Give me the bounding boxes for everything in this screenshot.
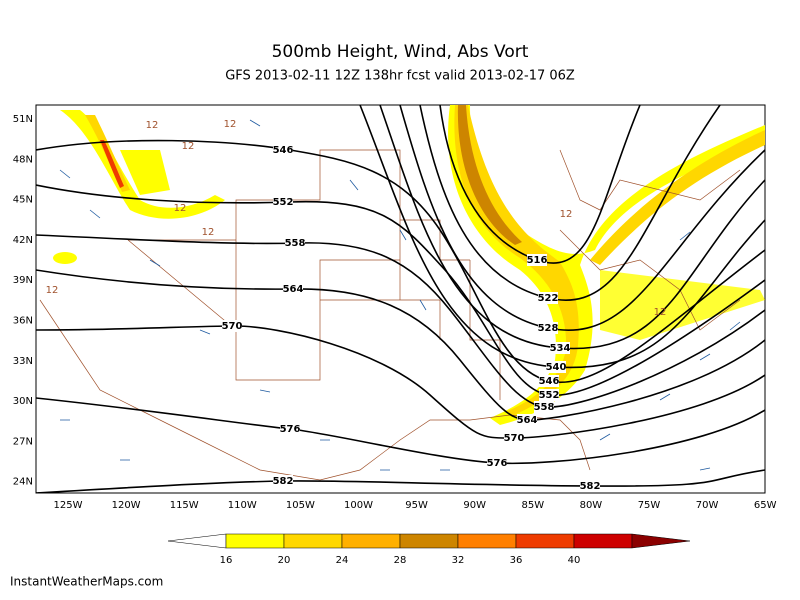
lon-label: 125W xyxy=(54,500,83,511)
colorbar-segment xyxy=(283,533,343,549)
contour-label: 570 xyxy=(504,433,525,444)
vorticity-label: 12 xyxy=(560,209,573,220)
contour-label-bg xyxy=(487,457,507,469)
contour-label-bg xyxy=(222,320,242,332)
lat-label: 39N xyxy=(13,275,33,286)
lon-label: 100W xyxy=(344,500,373,511)
contour-label: 558 xyxy=(534,402,555,413)
vorticity-label: 12 xyxy=(224,119,237,130)
lat-label: 51N xyxy=(13,114,33,125)
colorbar: 16 20 24 28 32 36 40 xyxy=(167,533,691,566)
contour-label-bg xyxy=(273,144,293,156)
vorticity-label: 12 xyxy=(182,141,195,152)
lat-label: 42N xyxy=(13,235,33,246)
colorbar-segment xyxy=(341,533,401,549)
lon-label: 110W xyxy=(228,500,257,511)
vorticity-label: 12 xyxy=(46,285,59,296)
title: 500mb Height, Wind, Abs Vort xyxy=(272,42,529,62)
lon-label: 115W xyxy=(170,500,199,511)
colorbar-segment xyxy=(167,533,227,549)
lon-label: 105W xyxy=(286,500,315,511)
colorbar-label: 32 xyxy=(452,555,465,566)
contour-label-bg xyxy=(517,414,537,426)
contour-label: 516 xyxy=(527,255,548,266)
lat-label: 45N xyxy=(13,195,33,206)
contour-label: 564 xyxy=(283,284,304,295)
contour-label: 540 xyxy=(546,362,567,373)
lat-label: 36N xyxy=(13,316,33,327)
lon-label: 70W xyxy=(696,500,719,511)
contour-label-bg xyxy=(280,423,300,435)
vorticity-label: 12 xyxy=(174,203,187,214)
contour-label: 552 xyxy=(273,197,294,208)
contour-label-bg xyxy=(504,432,524,444)
axis-labels: 51N 48N 45N 42N 39N 36N 33N 30N 27N 24N 125W 120W 11… xyxy=(13,114,777,511)
contour-label-bg xyxy=(273,475,293,487)
contour-label-bg xyxy=(580,480,600,492)
lat-label: 27N xyxy=(13,436,33,447)
colorbar-label: 20 xyxy=(278,555,291,566)
lon-label: 95W xyxy=(405,500,428,511)
lon-label: 90W xyxy=(463,500,486,511)
lat-label: 48N xyxy=(13,154,33,165)
lon-label: 80W xyxy=(580,500,603,511)
contour-label: 576 xyxy=(280,424,301,435)
contour-label-bg xyxy=(550,342,570,354)
colorbar-segment xyxy=(457,533,517,549)
contour-label: 546 xyxy=(539,376,560,387)
contour-label-bg xyxy=(534,401,554,413)
contour-label: 534 xyxy=(550,343,571,354)
contour-label: 564 xyxy=(517,415,538,426)
contour-labels: 5465525585645705765825165225285345405465… xyxy=(46,119,667,492)
contour-label-bg xyxy=(546,361,566,373)
lon-label: 65W xyxy=(754,500,777,511)
contour-label: 528 xyxy=(538,323,559,334)
map-layers xyxy=(36,105,765,493)
lon-label: 120W xyxy=(112,500,141,511)
colorbar-segment xyxy=(631,533,691,549)
contour-label: 582 xyxy=(580,481,601,492)
credit: InstantWeatherMaps.com xyxy=(10,575,163,589)
contour-label-bg xyxy=(538,292,558,304)
map-frame xyxy=(35,104,766,494)
lat-label: 30N xyxy=(13,396,33,407)
colorbar-segment xyxy=(515,533,575,549)
colorbar-label: 40 xyxy=(568,555,581,566)
colorbar-label: 28 xyxy=(394,555,407,566)
contour-label: 582 xyxy=(273,476,294,487)
contour-label-bg xyxy=(539,375,559,387)
colorbar-label: 16 xyxy=(220,555,233,566)
vorticity-label: 12 xyxy=(202,227,215,238)
vorticity-label: 12 xyxy=(654,307,667,318)
contour-label-bg xyxy=(273,196,293,208)
subtitle: GFS 2013-02-11 12Z 138hr fcst valid 2013… xyxy=(225,69,575,84)
contour-label-bg xyxy=(527,254,547,266)
contour-label: 546 xyxy=(273,145,294,156)
contour-label-bg xyxy=(285,237,305,249)
contour-label: 570 xyxy=(222,321,243,332)
colorbar-label: 36 xyxy=(510,555,523,566)
wind-barbs xyxy=(59,119,741,471)
contour-label: 522 xyxy=(538,293,559,304)
contour-label-bg xyxy=(538,322,558,334)
vorticity-shading xyxy=(53,105,765,425)
colorbar-segment xyxy=(573,533,633,549)
colorbar-label: 24 xyxy=(336,555,349,566)
vorticity-label: 12 xyxy=(146,120,159,131)
contour-label: 552 xyxy=(539,390,560,401)
lon-label: 75W xyxy=(638,500,661,511)
colorbar-segment xyxy=(399,533,459,549)
contour-label: 558 xyxy=(285,238,306,249)
lat-label: 24N xyxy=(13,477,33,488)
colorbar-segment xyxy=(225,533,285,549)
lat-label: 33N xyxy=(13,356,33,367)
contour-label-bg xyxy=(283,283,303,295)
contour-label: 576 xyxy=(487,458,508,469)
lon-label: 85W xyxy=(521,500,544,511)
contour-label-bg xyxy=(539,389,559,401)
